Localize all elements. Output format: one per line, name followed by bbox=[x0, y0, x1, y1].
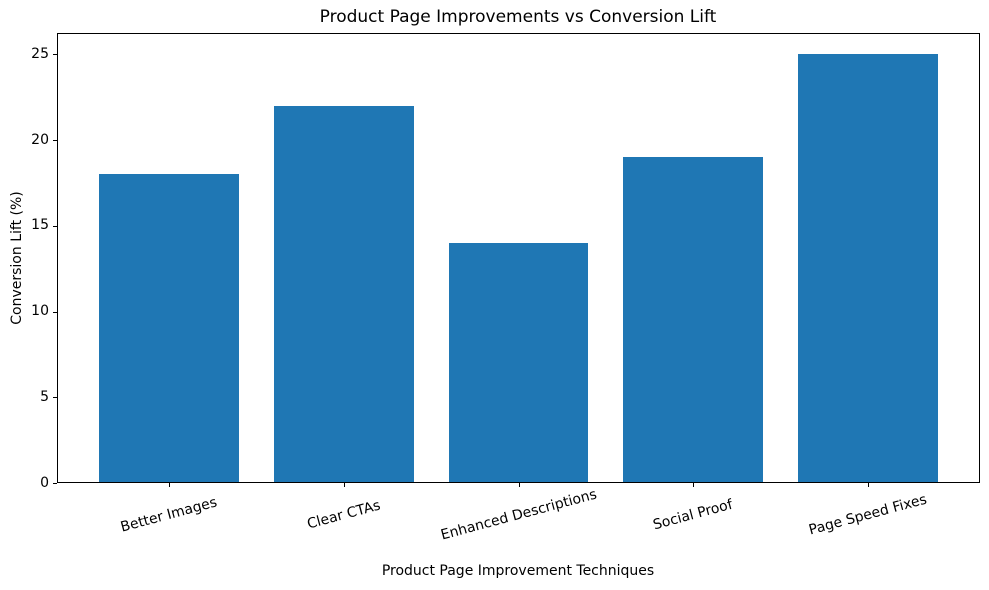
y-tick-label: 15 bbox=[31, 217, 49, 234]
x-tick-mark bbox=[518, 483, 520, 487]
x-axis-label: Product Page Improvement Techniques bbox=[381, 563, 655, 579]
x-tick-mark bbox=[168, 483, 170, 487]
y-tick-label: 10 bbox=[31, 303, 49, 320]
y-tick-mark bbox=[53, 140, 57, 142]
y-tick-mark bbox=[53, 483, 57, 484]
bar bbox=[623, 157, 764, 483]
x-tick-label: Better Images bbox=[118, 494, 219, 536]
x-tick-label: Enhanced Descriptions bbox=[438, 486, 599, 544]
y-tick-label: 20 bbox=[31, 131, 49, 148]
bar bbox=[448, 243, 589, 483]
x-tick-label: Clear CTAs bbox=[305, 497, 382, 533]
y-tick-label: 0 bbox=[40, 474, 49, 491]
plot-area bbox=[57, 33, 980, 483]
y-tick-mark bbox=[53, 225, 57, 227]
y-tick-mark bbox=[53, 54, 57, 56]
x-tick-mark bbox=[343, 483, 345, 487]
bar bbox=[98, 174, 239, 483]
y-tick-mark bbox=[53, 397, 57, 399]
x-tick-label: Social Proof bbox=[651, 496, 735, 534]
x-tick-mark bbox=[693, 483, 695, 487]
x-tick-label: Page Speed Fixes bbox=[807, 491, 929, 539]
bar bbox=[273, 105, 414, 483]
y-tick-label: 25 bbox=[31, 45, 49, 62]
y-tick-mark bbox=[53, 311, 57, 313]
chart-title: Product Page Improvements vs Conversion … bbox=[319, 7, 717, 27]
y-tick-label: 5 bbox=[40, 388, 49, 405]
bar bbox=[798, 54, 939, 483]
x-tick-mark bbox=[868, 483, 870, 487]
